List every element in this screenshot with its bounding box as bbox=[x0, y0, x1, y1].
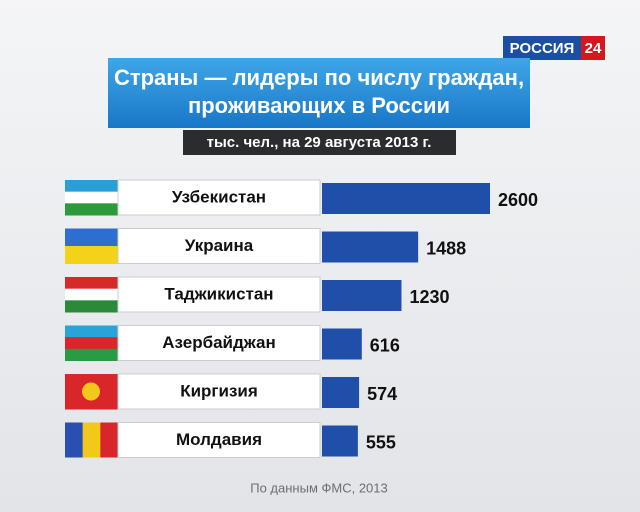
flag bbox=[65, 203, 118, 216]
subtitle-box bbox=[183, 130, 456, 155]
bar bbox=[322, 280, 402, 311]
value-label: 1488 bbox=[426, 238, 466, 258]
flag bbox=[65, 246, 118, 256]
flag bbox=[82, 382, 100, 401]
flag bbox=[65, 325, 118, 338]
flag bbox=[65, 337, 118, 350]
title-box bbox=[108, 58, 530, 128]
flag bbox=[100, 422, 119, 458]
flag bbox=[65, 237, 118, 247]
label-box bbox=[117, 325, 321, 361]
category-label: Киргизия bbox=[180, 381, 258, 400]
label-box bbox=[117, 276, 321, 313]
source-note: По данным ФМС, 2013 bbox=[250, 480, 388, 495]
logo: РОССИЯ 24 bbox=[503, 36, 605, 60]
flag bbox=[65, 277, 118, 290]
flag bbox=[65, 254, 118, 264]
flag bbox=[65, 288, 118, 301]
logo-text: РОССИЯ bbox=[510, 40, 575, 57]
value-label: 555 bbox=[366, 432, 396, 452]
bar bbox=[322, 328, 362, 360]
bar bbox=[322, 231, 419, 263]
logo-text: 24 bbox=[585, 40, 602, 57]
chart-title: проживающих в России bbox=[188, 93, 450, 118]
value-label: 574 bbox=[367, 384, 397, 404]
flag bbox=[65, 348, 118, 361]
category-label: Молдавия bbox=[176, 430, 262, 449]
label-box bbox=[117, 422, 321, 458]
category-label: Узбекистан bbox=[172, 187, 266, 206]
value-label: 2600 bbox=[498, 190, 538, 210]
category-label: Таджикистан bbox=[164, 284, 273, 303]
flag bbox=[65, 422, 84, 458]
category-label: Украина bbox=[185, 236, 254, 255]
label-box bbox=[117, 373, 321, 410]
bar bbox=[322, 183, 490, 214]
subtitle: тыс. чел., на 29 августа 2013 г. bbox=[207, 134, 432, 151]
flag bbox=[65, 180, 118, 193]
bar bbox=[322, 425, 358, 457]
category-label: Азербайджан bbox=[162, 333, 276, 352]
flag bbox=[65, 228, 118, 238]
bar bbox=[322, 377, 360, 408]
label-box bbox=[117, 228, 321, 264]
logo-box bbox=[503, 36, 581, 60]
chart-title: Страны — лидеры по числу граждан, bbox=[114, 65, 524, 90]
logo-box bbox=[581, 36, 605, 60]
flag bbox=[82, 422, 101, 458]
flag bbox=[65, 300, 118, 313]
flag bbox=[65, 191, 118, 204]
label-box bbox=[117, 179, 321, 216]
value-label: 616 bbox=[370, 335, 400, 355]
value-label: 1230 bbox=[409, 287, 449, 307]
